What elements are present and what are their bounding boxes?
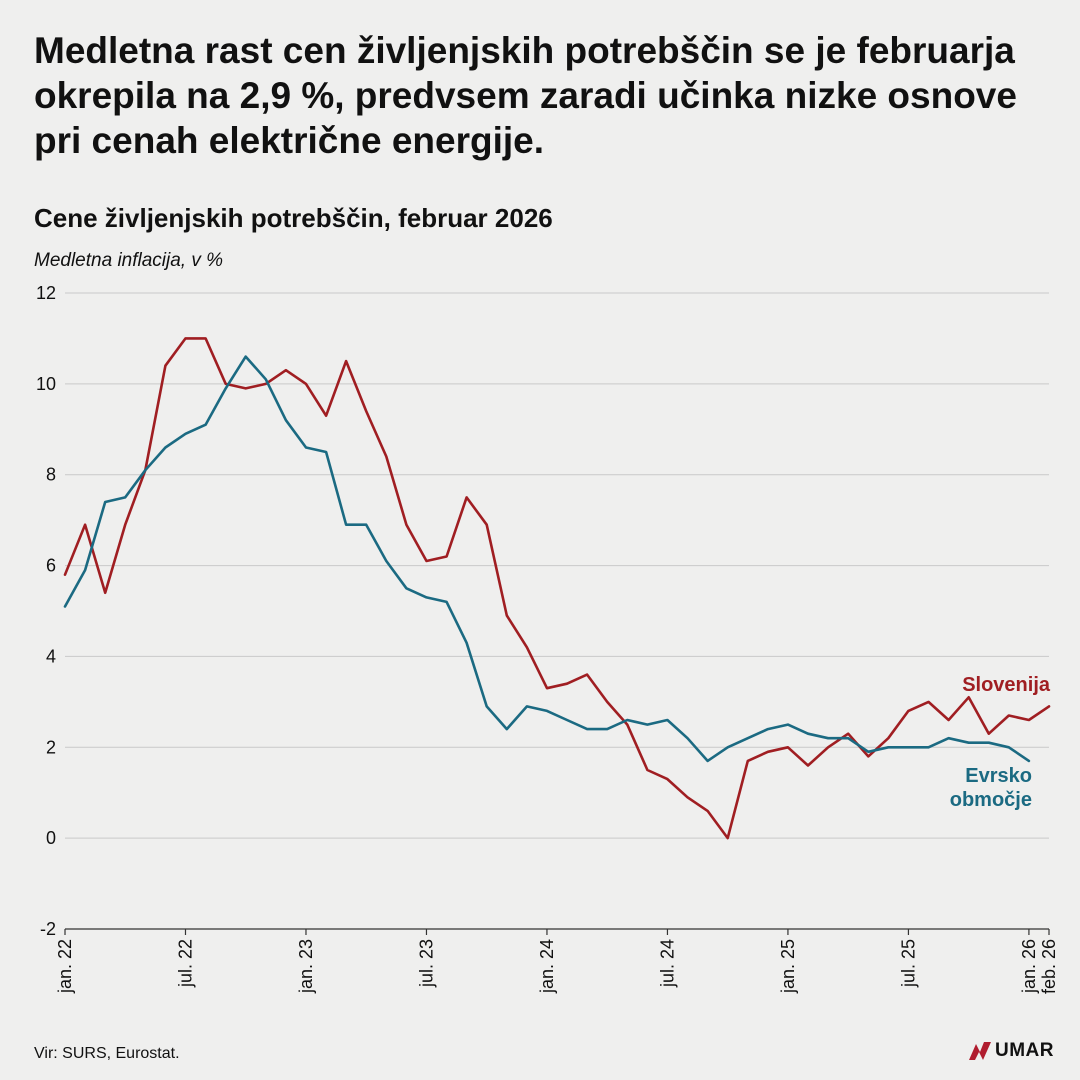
x-tick-label: jan. 26 bbox=[1019, 939, 1039, 994]
y-tick-label: 2 bbox=[46, 737, 56, 757]
gridlines bbox=[65, 292, 1049, 839]
series-label-slovenija: Slovenija bbox=[962, 674, 1051, 696]
x-tick-label: feb. 26 bbox=[1039, 939, 1059, 994]
logo-text: UMAR bbox=[995, 1040, 1054, 1061]
headline: Medletna rast cen življenjskih potrebšči… bbox=[34, 30, 1017, 161]
y-axis-ticks: -2 0 2 4 6 8 10 12 bbox=[36, 283, 56, 939]
x-tick-label: jan. 25 bbox=[778, 939, 798, 994]
y-tick-label: 8 bbox=[46, 465, 56, 485]
umar-logo: UMAR bbox=[968, 1040, 1054, 1062]
y-tick-label: 10 bbox=[36, 374, 56, 394]
x-tick-label: jul. 23 bbox=[416, 939, 436, 988]
series-labels: Slovenija Evrsko območje bbox=[950, 674, 1051, 811]
series-label-line: Slovenija bbox=[962, 674, 1051, 696]
chart-title: Cene življenjskih potrebščin, februar 20… bbox=[34, 203, 553, 233]
y-axis-label: Medletna inflacija, v % bbox=[34, 250, 224, 271]
y-tick-label: 6 bbox=[46, 556, 56, 576]
y-tick-label: 12 bbox=[36, 283, 56, 303]
x-tick-label: jul. 24 bbox=[657, 939, 677, 988]
x-tick-label: jul. 22 bbox=[175, 939, 195, 988]
x-tick-label: jan. 24 bbox=[537, 939, 557, 994]
series-label-line: območje bbox=[950, 789, 1032, 811]
series-label-line: Evrsko bbox=[965, 765, 1032, 787]
series-lines bbox=[63, 337, 1051, 840]
y-tick-label: 4 bbox=[46, 646, 56, 666]
umar-logo-icon bbox=[969, 1042, 991, 1060]
y-tick-label: -2 bbox=[40, 919, 56, 939]
source-note: Vir: SURS, Eurostat. bbox=[34, 1045, 180, 1062]
y-tick-label: 0 bbox=[46, 828, 56, 848]
x-tick-label: jan. 22 bbox=[55, 939, 75, 994]
x-axis: jan. 22 jul. 22 jan. 23 jul. 23 jan. 24 jul. … bbox=[55, 928, 1059, 994]
x-tick-label: jan. 23 bbox=[296, 939, 316, 994]
series-label-evrsko-obmocje: Evrsko območje bbox=[950, 765, 1032, 811]
x-tick-label: jul. 25 bbox=[898, 939, 918, 988]
series-line-evrsko-obmocje bbox=[63, 355, 1031, 763]
